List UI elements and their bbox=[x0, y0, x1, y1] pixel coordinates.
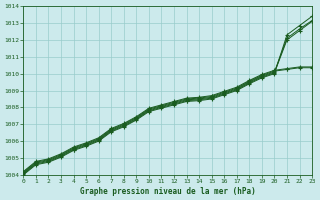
X-axis label: Graphe pression niveau de la mer (hPa): Graphe pression niveau de la mer (hPa) bbox=[80, 187, 256, 196]
